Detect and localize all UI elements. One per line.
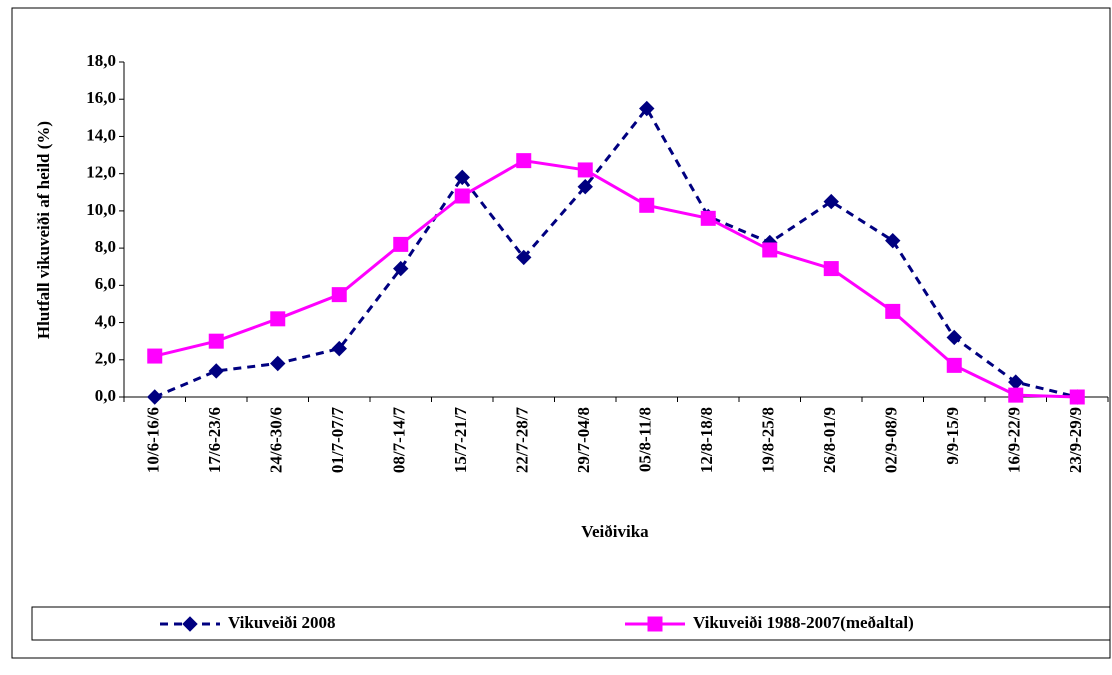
- data-point: [577, 162, 593, 178]
- x-tick-label: 16/9-22/9: [1005, 407, 1024, 473]
- legend-label: Vikuveiði 2008: [228, 613, 336, 632]
- x-axis-title: Veiðivika: [581, 522, 649, 541]
- data-point: [270, 355, 286, 372]
- x-tick-label: 01/7-07/7: [328, 407, 347, 474]
- x-tick-label: 23/9-29/9: [1066, 407, 1085, 473]
- legend-marker: [182, 616, 198, 632]
- x-tick-label: 9/9-15/9: [943, 407, 962, 465]
- x-tick-label: 08/7-14/7: [390, 407, 409, 474]
- data-point: [700, 210, 716, 226]
- x-tick-label: 26/8-01/9: [820, 407, 839, 473]
- y-tick-label: 14,0: [86, 125, 116, 144]
- x-tick-label: 17/6-23/6: [205, 407, 224, 473]
- y-tick-label: 4,0: [95, 311, 116, 330]
- data-point: [393, 236, 409, 252]
- series-line: [154, 105, 1078, 399]
- data-point: [639, 197, 655, 213]
- data-point: [147, 389, 163, 405]
- data-point: [331, 287, 347, 303]
- data-point: [208, 363, 224, 379]
- data-point: [147, 348, 163, 364]
- chart-border: [11, 7, 1111, 659]
- data-point: [393, 260, 409, 277]
- data-point: [946, 357, 962, 373]
- data-point: [270, 311, 286, 327]
- x-tick-label: 12/8-18/8: [697, 407, 716, 473]
- x-tick-label: 22/7-28/7: [513, 407, 532, 474]
- data-point: [1008, 387, 1024, 403]
- data-point: [762, 242, 778, 258]
- data-point: [516, 249, 532, 266]
- data-point: [454, 169, 470, 186]
- y-tick-label: 6,0: [95, 274, 116, 293]
- legend-label: Vikuveiði 1988-2007(meðaltal): [693, 613, 914, 632]
- data-point: [823, 193, 839, 210]
- x-tick-label: 15/7-21/7: [451, 407, 470, 474]
- data-point: [639, 100, 655, 117]
- y-tick-label: 10,0: [86, 200, 116, 219]
- x-tick-label: 02/9-08/9: [882, 407, 901, 473]
- data-point: [331, 340, 347, 357]
- data-point: [208, 333, 224, 349]
- y-tick-label: 16,0: [86, 88, 116, 107]
- data-point: [885, 303, 901, 319]
- x-tick-label: 05/8-11/8: [636, 407, 655, 472]
- x-tick-label: 19/8-25/8: [759, 407, 778, 473]
- x-tick-label: 24/6-30/6: [267, 407, 286, 473]
- y-tick-label: 18,0: [86, 51, 116, 70]
- data-point: [577, 178, 593, 195]
- x-tick-label: 10/6-16/6: [144, 407, 163, 473]
- series-line: [154, 159, 1078, 399]
- y-tick-label: 12,0: [86, 163, 116, 182]
- data-point: [823, 261, 839, 277]
- legend-box: [31, 606, 1111, 641]
- data-point: [885, 232, 901, 249]
- y-tick-label: 2,0: [95, 349, 116, 368]
- data-point: [946, 329, 962, 346]
- data-point: [1069, 389, 1085, 405]
- x-tick-label: 29/7-04/8: [574, 407, 593, 473]
- y-tick-label: 0,0: [95, 386, 116, 405]
- legend-marker: [647, 616, 663, 632]
- data-point: [516, 153, 532, 169]
- data-point: [454, 188, 470, 204]
- y-tick-label: 8,0: [95, 237, 116, 256]
- y-axis-title: Hlutfall vikuveiði af heild (%): [34, 121, 53, 339]
